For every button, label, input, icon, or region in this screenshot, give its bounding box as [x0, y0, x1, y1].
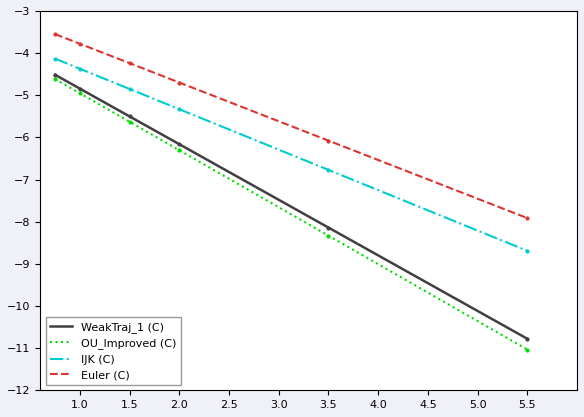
- OU_Improved (C): [484, 324, 491, 329]
- Euler (C): [80, 43, 87, 48]
- Euler (C): [500, 206, 507, 211]
- IJK (C): [484, 232, 491, 237]
- OU_Improved (C): [51, 77, 58, 82]
- WeakTraj_1 (C): [484, 314, 491, 319]
- WeakTraj_1 (C): [524, 336, 531, 341]
- Euler (C): [140, 66, 147, 71]
- Euler (C): [524, 216, 531, 221]
- Legend: WeakTraj_1 (C), OU_Improved (C), IJK (C), Euler (C): WeakTraj_1 (C), OU_Improved (C), IJK (C)…: [46, 317, 181, 385]
- WeakTraj_1 (C): [178, 143, 185, 148]
- OU_Improved (C): [71, 88, 78, 93]
- IJK (C): [524, 248, 531, 253]
- WeakTraj_1 (C): [80, 88, 87, 93]
- IJK (C): [51, 56, 58, 61]
- Line: WeakTraj_1 (C): WeakTraj_1 (C): [55, 75, 527, 339]
- OU_Improved (C): [524, 347, 531, 352]
- Euler (C): [71, 39, 78, 44]
- IJK (C): [140, 92, 147, 97]
- Line: Euler (C): Euler (C): [55, 34, 527, 218]
- IJK (C): [178, 107, 185, 112]
- Euler (C): [51, 32, 58, 37]
- Euler (C): [178, 80, 185, 85]
- OU_Improved (C): [178, 148, 185, 153]
- IJK (C): [500, 239, 507, 244]
- WeakTraj_1 (C): [500, 323, 507, 328]
- OU_Improved (C): [140, 127, 147, 132]
- OU_Improved (C): [500, 334, 507, 339]
- IJK (C): [71, 64, 78, 69]
- WeakTraj_1 (C): [51, 72, 58, 77]
- Euler (C): [484, 200, 491, 205]
- WeakTraj_1 (C): [71, 83, 78, 88]
- OU_Improved (C): [80, 93, 87, 98]
- IJK (C): [80, 68, 87, 73]
- WeakTraj_1 (C): [140, 121, 147, 126]
- Line: IJK (C): IJK (C): [55, 59, 527, 251]
- Line: OU_Improved (C): OU_Improved (C): [55, 79, 527, 349]
